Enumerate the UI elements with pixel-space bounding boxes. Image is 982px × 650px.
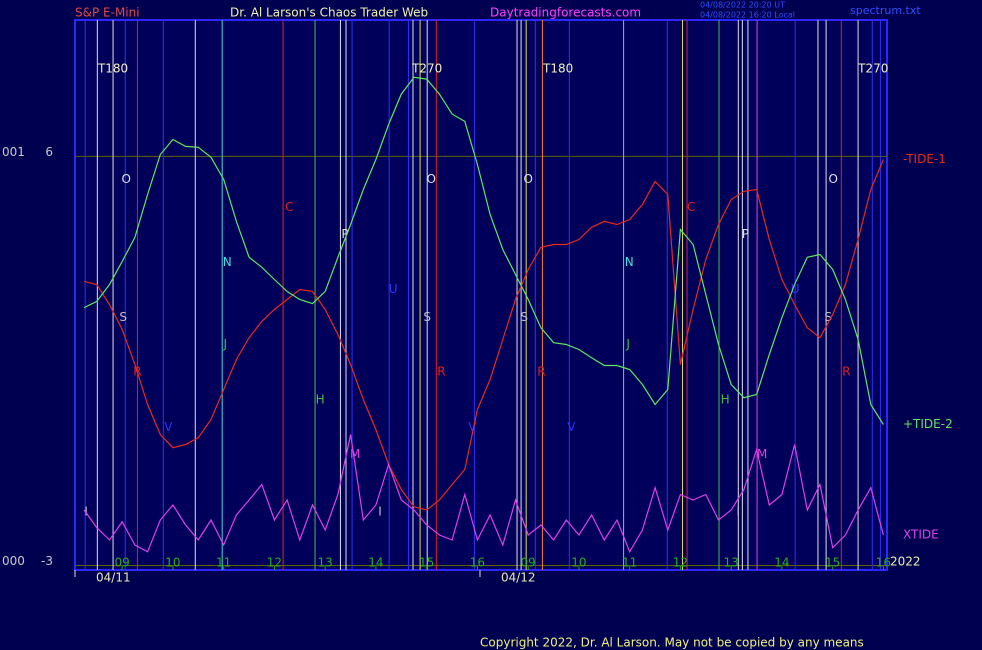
annotation: O bbox=[523, 172, 532, 186]
annotation: V bbox=[567, 420, 576, 434]
annotation: I bbox=[737, 504, 741, 518]
file-name: spectrum.txt bbox=[850, 4, 921, 17]
annotation: I bbox=[84, 504, 88, 518]
x-tick-label: 14 bbox=[774, 556, 789, 570]
series-label: +TIDE-2 bbox=[903, 417, 953, 431]
annotation: U bbox=[791, 282, 800, 296]
series-line bbox=[83, 434, 884, 554]
x-tick-label: 13 bbox=[724, 556, 739, 570]
annotation: H bbox=[316, 393, 325, 407]
stamp: 04/08/2022 20:20 UT bbox=[700, 1, 785, 10]
year: 2022 bbox=[890, 555, 921, 569]
annotation: S bbox=[824, 310, 832, 324]
chart-title: Dr. Al Larson's Chaos Trader Web bbox=[230, 6, 428, 20]
annotation: C bbox=[687, 200, 695, 214]
annotation: T270 bbox=[411, 62, 442, 76]
y-tick-label: -3 bbox=[41, 554, 53, 568]
series-label: XTIDE bbox=[903, 528, 939, 542]
copyright: Copyright 2022, Dr. Al Larson. May not b… bbox=[480, 636, 864, 650]
instrument: S&P E-Mini bbox=[75, 6, 140, 20]
annotation: N bbox=[625, 255, 634, 269]
annotation: O bbox=[828, 172, 837, 186]
annotation: O bbox=[427, 172, 436, 186]
annotation: M bbox=[757, 447, 767, 461]
y-tick-label: 6 bbox=[45, 145, 53, 159]
date-label: 04/11 bbox=[96, 571, 131, 585]
x-tick-label: 11 bbox=[216, 556, 231, 570]
date-label: 04/12 bbox=[501, 571, 536, 585]
series-line bbox=[83, 159, 884, 511]
annotation: N bbox=[223, 255, 232, 269]
x-tick-label: 12 bbox=[267, 556, 282, 570]
annotation: V bbox=[164, 420, 173, 434]
x-tick-label: 13 bbox=[318, 556, 333, 570]
x-tick-label: 15 bbox=[419, 556, 434, 570]
x-tick-label: 09 bbox=[115, 556, 130, 570]
annotation: T270 bbox=[857, 62, 888, 76]
x-tick-label: 10 bbox=[571, 556, 586, 570]
annotation: C bbox=[285, 200, 293, 214]
y-tick-code: 001 bbox=[2, 145, 25, 159]
annotation: R bbox=[437, 364, 445, 378]
series-label: -TIDE-1 bbox=[903, 152, 946, 166]
annotation: R bbox=[537, 364, 545, 378]
series-line bbox=[83, 76, 884, 425]
annotation: M bbox=[350, 447, 360, 461]
annotation: J bbox=[625, 337, 630, 351]
plot-area bbox=[74, 19, 888, 571]
annotation: S bbox=[119, 310, 127, 324]
annotation: S bbox=[520, 310, 528, 324]
annotation: U bbox=[389, 282, 398, 296]
annotation: S bbox=[423, 310, 431, 324]
stamp: 04/08/2022 16:20 Local bbox=[700, 11, 795, 20]
x-tick-label: 16 bbox=[470, 556, 485, 570]
annotation: J bbox=[222, 337, 227, 351]
x-tick-label: 14 bbox=[368, 556, 383, 570]
y-tick-code: 000 bbox=[2, 554, 25, 568]
annotation: P bbox=[341, 227, 348, 241]
annotation: T180 bbox=[97, 62, 128, 76]
x-tick-label: 10 bbox=[165, 556, 180, 570]
x-tick-label: 12 bbox=[673, 556, 688, 570]
x-tick-label: 09 bbox=[521, 556, 536, 570]
x-tick-label: 15 bbox=[825, 556, 840, 570]
annotation: O bbox=[122, 172, 131, 186]
annotation: H bbox=[721, 393, 730, 407]
chart-content: 000 -3 001 6 09 10 11 12 13 14 15 16 09 10 11 12 13 14 15 1… bbox=[2, 20, 953, 585]
annotation: T180 bbox=[542, 62, 573, 76]
annotation: V bbox=[468, 420, 477, 434]
annotation: R bbox=[842, 364, 850, 378]
annotation: I bbox=[378, 504, 382, 518]
x-tick-label: 11 bbox=[622, 556, 637, 570]
x-tick-label: 16 bbox=[876, 556, 891, 570]
website: Daytradingforecasts.com bbox=[490, 6, 641, 20]
annotation: P bbox=[742, 227, 749, 241]
